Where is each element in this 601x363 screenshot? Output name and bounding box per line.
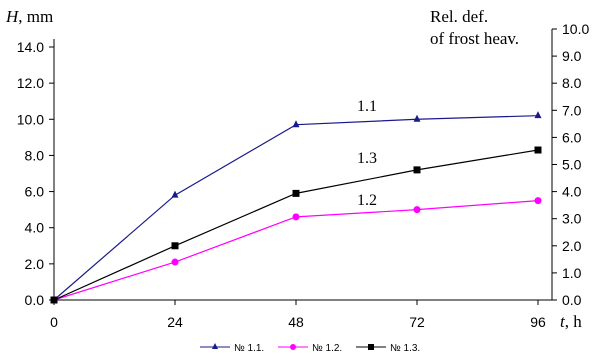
y-tick-label: 2.0 [25,256,45,272]
series-label: 1.1 [357,98,377,115]
legend-marker [212,343,218,349]
y-tick-label: 8.0 [25,147,45,163]
y2-tick-label: 2.0 [562,238,582,254]
y-tick-label: 10.0 [17,111,44,127]
data-point [171,242,179,250]
data-point [534,197,542,205]
data-point [171,258,179,266]
y2-tick-label: 5.0 [562,157,582,173]
series-line [53,115,539,301]
data-point [292,213,300,221]
legend-marker [368,344,374,350]
x-tick-label: 96 [530,314,546,330]
y2-axis-title-line2: of frost heav. [430,29,519,48]
y2-tick-label: 10.0 [562,21,589,37]
y2-tick-label: 6.0 [562,129,582,145]
y2-axis-title-line1: Rel. def. [430,7,488,26]
y2-tick-label: 9.0 [562,48,582,64]
legend-entry: № 1.1. [234,343,264,354]
x-tick-label: 24 [167,314,183,330]
data-point [413,166,421,174]
data-point [292,189,300,197]
y-tick-label: 12.0 [17,75,44,91]
data-point [50,296,58,304]
y2-tick-label: 0.0 [562,292,582,308]
legend: № 1.1. № 1.2. № 1.3. [200,343,420,354]
x-tick-label: 0 [50,314,58,330]
y2-tick-label: 7.0 [562,102,582,118]
legend-entry: № 1.3. [390,343,420,354]
ticks: 0.0 2.0 4.0 6.0 8.0 10.0 12.0 14.0 0 24 48 72 96 0.0 1… [17,21,590,330]
data-point [413,114,421,122]
y-tick-label: 6.0 [25,184,45,200]
y2-tick-label: 4.0 [562,184,582,200]
data-point [292,120,300,128]
data-point [171,190,179,198]
series-group: 1.1 1.2 1.3 [50,98,542,304]
legend-marker [290,344,296,350]
axes [53,29,553,301]
series-label: 1.3 [357,150,377,167]
y-tick-label: 0.0 [25,292,45,308]
y-tick-label: 4.0 [25,220,45,236]
y-axis-title: H, mm [5,7,53,26]
y-tick-label: 14.0 [17,39,44,55]
x-tick-label: 48 [288,314,304,330]
legend-entry: № 1.2. [312,343,342,354]
x-tick-label: 72 [409,314,425,330]
data-point [413,206,421,214]
y2-tick-label: 3.0 [562,211,582,227]
y2-tick-label: 1.0 [562,265,582,281]
series-label: 1.2 [357,192,377,209]
data-point [534,111,542,119]
labels: H, mm Rel. def. of frost heav. t, h [5,7,582,331]
x-axis-title: t, h [560,312,582,331]
data-point [534,146,542,154]
y2-tick-label: 8.0 [562,75,582,91]
